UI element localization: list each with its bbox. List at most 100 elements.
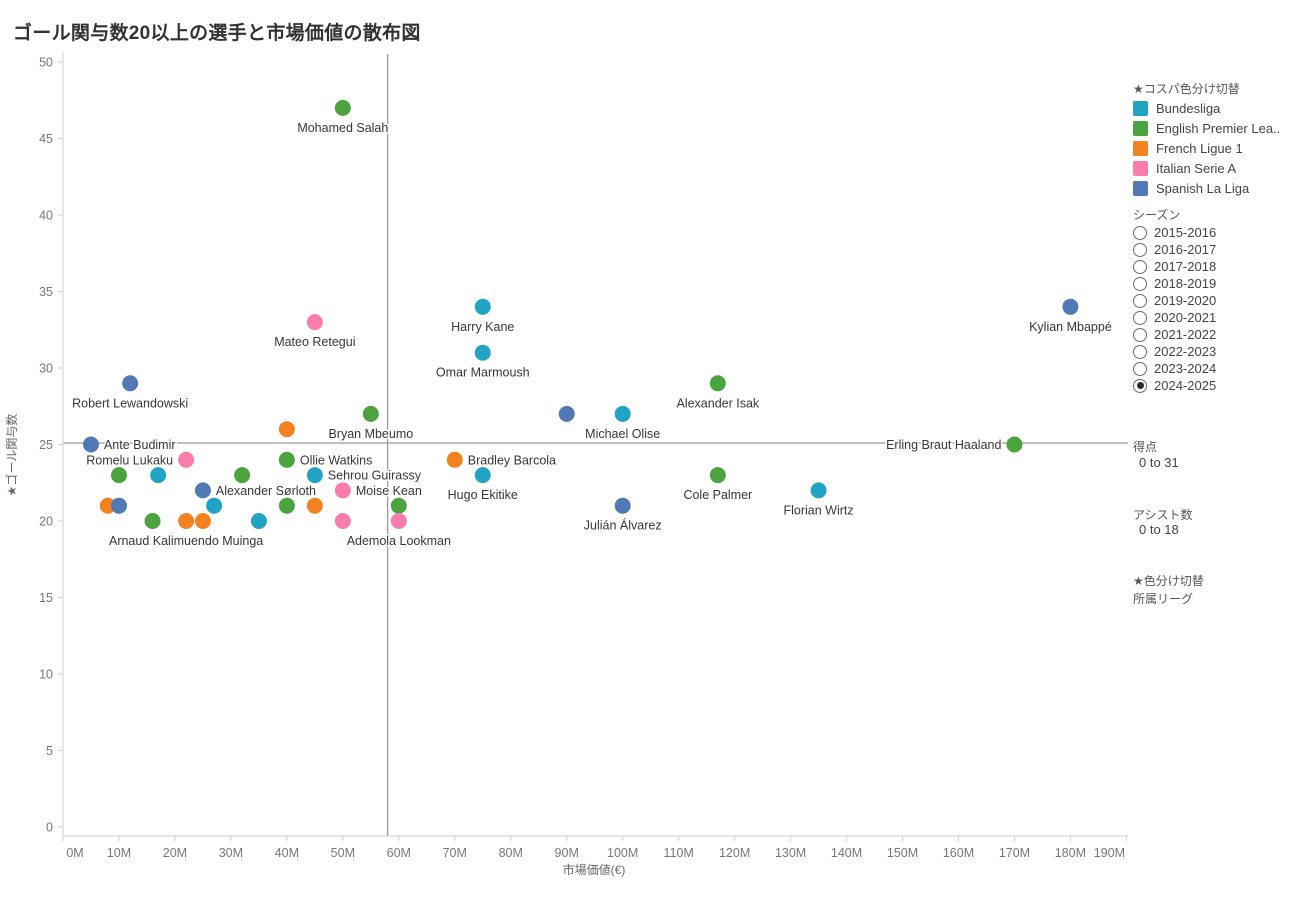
x-tick-label: 90M [555, 846, 579, 860]
data-point-alexander-s-rloth[interactable] [194, 482, 211, 499]
data-point-romelu-lukaku[interactable] [178, 451, 195, 468]
data-point[interactable] [150, 467, 167, 484]
x-tick-label: 150M [887, 846, 918, 860]
season-radio-2022-2023[interactable]: 2022-2023 [1133, 343, 1216, 360]
data-point[interactable] [110, 467, 127, 484]
data-point[interactable] [194, 513, 211, 529]
radio-icon[interactable] [1133, 225, 1147, 240]
data-point[interactable] [278, 497, 295, 514]
x-tick-label: 170M [999, 846, 1030, 860]
season-radio-2019-2020[interactable]: 2019-2020 [1133, 292, 1216, 309]
x-tick-label: 110M [663, 846, 693, 860]
legend-item-spanish-la-liga[interactable]: Spanish La Liga [1133, 178, 1280, 198]
data-point-florian-wirtz[interactable] [810, 482, 827, 499]
season-radio-2021-2022[interactable]: 2021-2022 [1133, 326, 1216, 343]
data-point[interactable] [234, 467, 251, 484]
season-radio-2015-2016[interactable]: 2015-2016 [1133, 224, 1216, 241]
point-label: Harry Kane [451, 320, 514, 334]
data-point-sehrou-guirassy[interactable] [306, 467, 323, 484]
data-point[interactable] [278, 421, 295, 438]
radio-icon[interactable] [1133, 310, 1147, 325]
color-switch-title: ★色分け切替 [1133, 574, 1204, 588]
season-label: 2021-2022 [1154, 327, 1217, 342]
point-label: Mateo Retegui [274, 335, 355, 349]
point-label: Sehrou Guirassy [328, 469, 422, 483]
data-point-hugo-ekitike[interactable] [474, 467, 491, 484]
data-point-arnaud-kalimuendo-muinga[interactable] [178, 513, 195, 529]
data-point-moise-kean[interactable] [334, 482, 351, 499]
data-point[interactable] [558, 405, 575, 422]
data-point[interactable] [144, 513, 161, 529]
y-tick-label: 5 [46, 744, 53, 758]
data-point-mateo-retegui[interactable] [306, 314, 323, 331]
legend-swatch [1133, 140, 1148, 156]
season-radio-2024-2025[interactable]: 2024-2025 [1133, 377, 1216, 394]
radio-icon[interactable] [1133, 259, 1147, 274]
goals-size-legend-title: 得点 [1133, 440, 1158, 454]
league-legend: Bundesliga English Premier Lea.. French Li… [1133, 98, 1280, 198]
data-point-kylian-mbapp-[interactable] [1062, 298, 1079, 315]
point-label: Erling Braut Haaland [886, 438, 1001, 452]
legend-item-english-premier-lea-[interactable]: English Premier Lea.. [1133, 118, 1280, 138]
y-tick-label: 10 [39, 668, 53, 682]
assists-size-legend-range: 0 to 18 [1139, 522, 1179, 537]
season-radio-2023-2024[interactable]: 2023-2024 [1133, 360, 1216, 377]
y-tick-label: 20 [39, 515, 53, 529]
season-radio-2020-2021[interactable]: 2020-2021 [1133, 309, 1216, 326]
legend-item-italian-serie-a[interactable]: Italian Serie A [1133, 158, 1280, 178]
radio-icon[interactable] [1133, 242, 1147, 257]
legend-label: Italian Serie A [1156, 160, 1237, 176]
data-point-juli-n-lvarez[interactable] [614, 497, 631, 514]
x-tick-label: 140M [831, 846, 862, 860]
axes: 0M 10M 20M 30M 40M 50M 60M 70M 80M 90M 100M 110M 120… [39, 52, 1128, 860]
season-label: 2022-2023 [1154, 344, 1217, 359]
legend-item-french-ligue-1[interactable]: French Ligue 1 [1133, 138, 1280, 158]
season-radio-2018-2019[interactable]: 2018-2019 [1133, 275, 1216, 292]
radio-icon[interactable] [1133, 276, 1147, 291]
x-tick-label: 20M [163, 846, 187, 860]
legend-label: Spanish La Liga [1156, 180, 1250, 196]
point-label: Moise Kean [356, 484, 422, 498]
reference-lines [63, 54, 1128, 836]
data-point[interactable] [206, 497, 223, 514]
data-point-ollie-watkins[interactable] [278, 451, 295, 468]
radio-icon[interactable] [1133, 361, 1147, 376]
data-point-bryan-mbeumo[interactable] [362, 405, 379, 422]
data-point-bradley-barcola[interactable] [446, 451, 463, 468]
data-point-robert-lewandowski[interactable] [122, 375, 139, 392]
data-point-harry-kane[interactable] [474, 298, 491, 315]
data-point-cole-palmer[interactable] [709, 467, 726, 484]
data-point-michael-olise[interactable] [614, 405, 631, 422]
data-point-erling-braut-haaland[interactable] [1006, 436, 1023, 453]
data-point[interactable] [334, 513, 351, 529]
radio-icon[interactable] [1133, 344, 1147, 359]
season-radio-list: 2015-2016 2016-2017 2017-2018 2018-2019 2019… [1133, 224, 1216, 394]
season-label: 2024-2025 [1154, 378, 1217, 393]
data-point[interactable] [99, 497, 116, 514]
data-point-alexander-isak[interactable] [709, 375, 726, 392]
radio-icon[interactable] [1133, 327, 1147, 342]
point-label: Bryan Mbeumo [328, 427, 413, 441]
point-labels: Mohamed Salah Harry Kane Kylian Mbappé Mate… [71, 119, 1114, 549]
y-tick-label: 35 [39, 285, 53, 299]
point-label: Hugo Ekitike [448, 488, 518, 502]
point-label: Ante Budimir [104, 438, 176, 452]
season-label: 2015-2016 [1154, 225, 1217, 240]
data-point[interactable] [110, 497, 127, 514]
data-point[interactable] [390, 497, 407, 514]
data-point[interactable] [250, 513, 267, 529]
point-label: Bradley Barcola [468, 453, 556, 467]
season-radio-2016-2017[interactable]: 2016-2017 [1133, 241, 1216, 258]
data-point[interactable] [306, 497, 323, 514]
data-point-mohamed-salah[interactable] [334, 99, 351, 116]
season-radio-2017-2018[interactable]: 2017-2018 [1133, 258, 1216, 275]
radio-selected-icon[interactable] [1133, 378, 1147, 393]
legend-label: French Ligue 1 [1156, 140, 1243, 156]
data-point-ante-budimir[interactable] [82, 436, 99, 453]
data-point-ademola-lookman[interactable] [390, 513, 407, 529]
data-point-omar-marmoush[interactable] [474, 344, 491, 361]
y-tick-label: 50 [39, 56, 53, 70]
radio-icon[interactable] [1133, 293, 1147, 308]
legend-item-bundesliga[interactable]: Bundesliga [1133, 98, 1280, 118]
y-tick-label: 0 [46, 821, 53, 835]
